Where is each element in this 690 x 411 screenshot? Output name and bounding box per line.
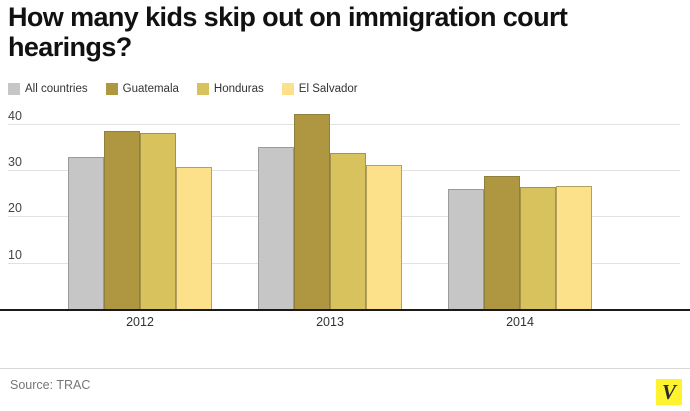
bar <box>258 146 294 309</box>
x-axis-tick-label: 2012 <box>126 315 154 329</box>
y-axis-tick-label: 40 <box>8 108 22 123</box>
vox-logo: V <box>656 379 682 405</box>
source-note: Source: TRAC <box>10 378 91 392</box>
legend-label: All countries <box>25 83 88 95</box>
legend-swatch-icon <box>281 83 294 95</box>
x-axis-labels: 2012 2013 2014 <box>0 315 690 335</box>
chart-plot-area: 10 20 30 40 <box>0 105 690 311</box>
legend-swatch-icon <box>105 83 118 95</box>
chart-legend: All countries Guatemala Honduras El Salvado… <box>8 81 358 97</box>
bar <box>294 114 330 309</box>
legend-item: Honduras <box>196 83 264 95</box>
x-axis-tick-label: 2013 <box>316 315 344 329</box>
bar <box>366 165 402 309</box>
legend-swatch-icon <box>196 83 209 95</box>
bar <box>520 186 556 309</box>
bar-group <box>258 105 402 309</box>
legend-label: Guatemala <box>122 83 179 95</box>
bar <box>104 130 140 309</box>
legend-label: El Salvador <box>298 83 358 95</box>
y-axis-tick-label: 20 <box>8 201 22 216</box>
footer-divider <box>0 368 690 369</box>
bar <box>140 132 176 309</box>
bar-group <box>448 105 592 309</box>
bar <box>68 156 104 309</box>
y-axis-tick-label: 10 <box>8 247 22 262</box>
legend-item: El Salvador <box>281 83 358 95</box>
bar-group <box>68 105 212 309</box>
y-axis-tick-label: 30 <box>8 154 22 169</box>
gridline <box>8 123 680 125</box>
legend-item: Guatemala <box>105 83 179 95</box>
bar <box>556 185 592 309</box>
vox-logo-letter: V <box>661 379 676 404</box>
bar <box>330 152 366 309</box>
page-title: How many kids skip out on immigration co… <box>8 2 568 62</box>
bar <box>448 189 484 309</box>
legend-item: All countries <box>8 83 88 95</box>
x-axis-tick-label: 2014 <box>506 315 534 329</box>
legend-label: Honduras <box>213 83 264 95</box>
bars-layer <box>0 105 690 309</box>
x-axis-line <box>0 309 690 311</box>
legend-swatch-icon <box>8 83 20 95</box>
bar <box>176 167 212 309</box>
bar <box>484 176 520 309</box>
